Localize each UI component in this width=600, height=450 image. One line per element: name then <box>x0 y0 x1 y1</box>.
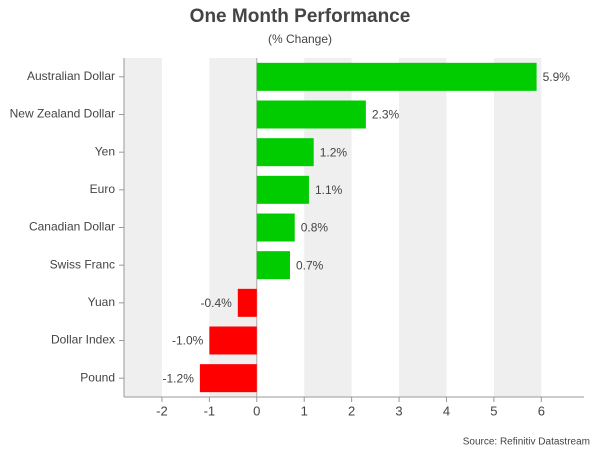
x-tick-label: 1 <box>301 403 308 418</box>
y-tick-label: Canadian Dollar <box>29 220 115 234</box>
bar <box>256 100 366 129</box>
bar <box>256 213 295 242</box>
chart-subtitle: (% Change) <box>268 32 332 46</box>
value-label: 0.8% <box>301 221 329 235</box>
grid-band <box>493 58 542 397</box>
y-tick-label: New Zealand Dollar <box>10 107 115 121</box>
value-label: 1.2% <box>320 145 348 159</box>
bar <box>256 62 537 91</box>
y-tick-label: Dollar Index <box>51 333 115 347</box>
value-label: -1.0% <box>172 334 204 348</box>
y-tick-label: Yuan <box>88 295 115 309</box>
x-tick-label: 0 <box>253 403 260 418</box>
y-tick-label: Swiss Franc <box>50 257 115 271</box>
grid-band <box>124 58 162 397</box>
bar <box>209 326 257 355</box>
y-tick-label: Pound <box>80 370 115 384</box>
x-tick-label: 6 <box>538 403 545 418</box>
value-label: 2.3% <box>372 108 400 122</box>
value-label: 0.7% <box>296 258 324 272</box>
value-label: 5.9% <box>543 70 571 84</box>
bar <box>237 288 257 317</box>
value-label: -0.4% <box>200 296 232 310</box>
x-tick-label: -2 <box>156 403 168 418</box>
y-tick-label: Yen <box>95 144 115 158</box>
x-tick-label: 4 <box>443 403 450 418</box>
y-tick-label: Euro <box>90 182 116 196</box>
chart-title: One Month Performance <box>190 6 411 27</box>
x-tick-label: 3 <box>395 403 402 418</box>
value-label: 1.1% <box>315 183 343 197</box>
x-tick-label: 2 <box>348 403 355 418</box>
bar <box>256 175 309 204</box>
bar <box>256 138 314 167</box>
y-tick-label: Australian Dollar <box>27 69 115 83</box>
x-tick-label: 5 <box>490 403 497 418</box>
bar <box>256 251 290 280</box>
bar <box>199 364 257 393</box>
value-label: -1.2% <box>163 371 195 385</box>
grid-band <box>399 58 447 397</box>
x-tick-label: -1 <box>204 403 216 418</box>
source-note: Source: Refinitiv Datastream <box>463 437 590 448</box>
